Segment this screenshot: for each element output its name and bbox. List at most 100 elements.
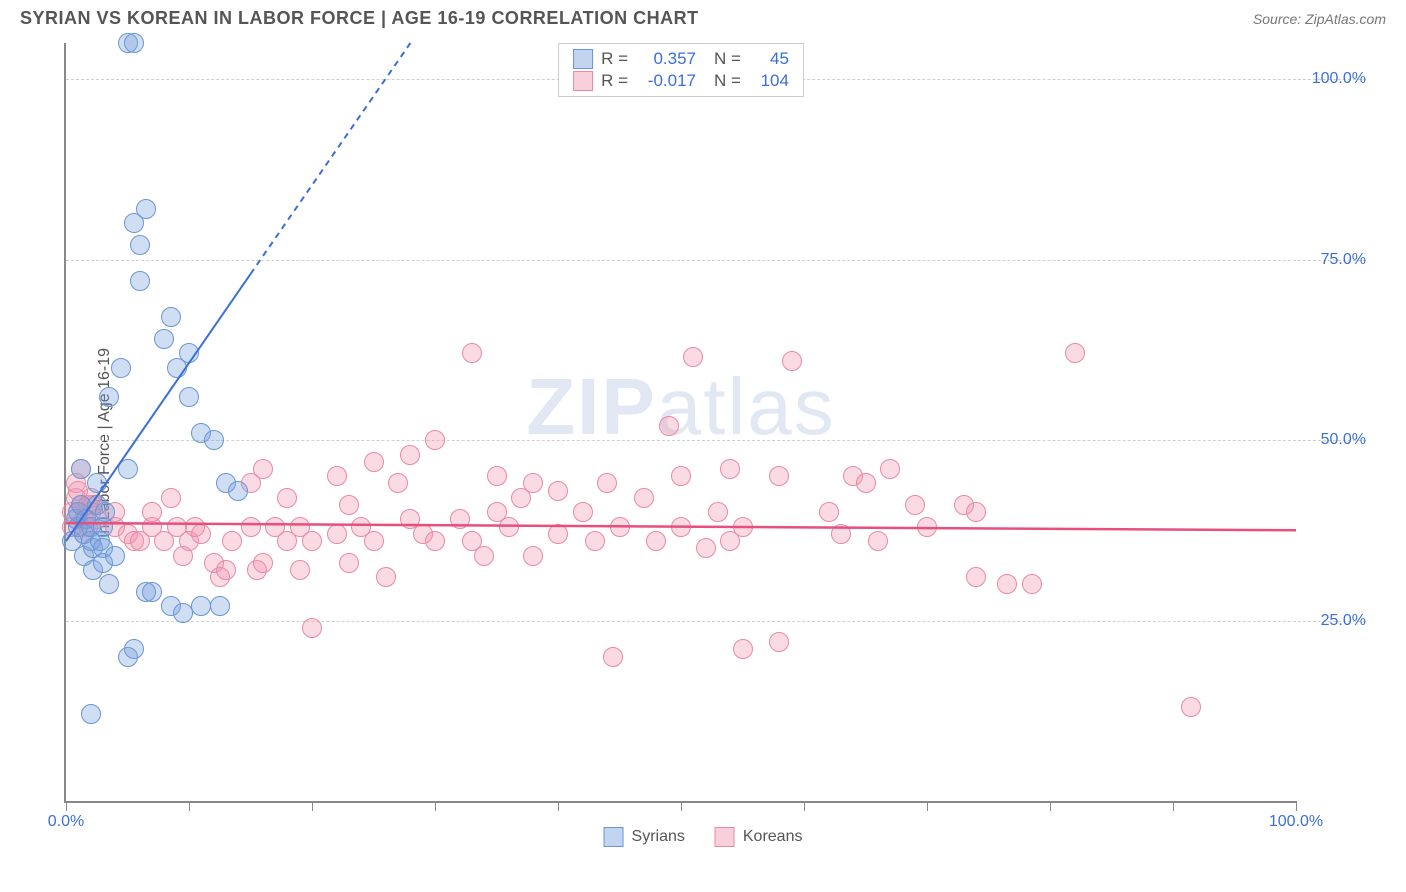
scatter-point-koreans bbox=[523, 473, 543, 493]
r-value: -0.017 bbox=[636, 71, 696, 91]
scatter-point-koreans bbox=[917, 517, 937, 537]
scatter-point-koreans bbox=[856, 473, 876, 493]
scatter-point-koreans bbox=[769, 466, 789, 486]
y-tick-label: 50.0% bbox=[1321, 431, 1366, 449]
scatter-point-koreans bbox=[1181, 697, 1201, 717]
chart-header: SYRIAN VS KOREAN IN LABOR FORCE | AGE 16… bbox=[0, 0, 1406, 33]
scatter-point-koreans bbox=[191, 524, 211, 544]
scatter-point-koreans bbox=[769, 632, 789, 652]
scatter-point-syrians bbox=[130, 235, 150, 255]
scatter-point-syrians bbox=[136, 199, 156, 219]
x-tick-label: 100.0% bbox=[1269, 813, 1323, 831]
scatter-point-koreans bbox=[161, 488, 181, 508]
r-label: R = bbox=[601, 49, 628, 69]
points-layer bbox=[66, 43, 1296, 801]
scatter-point-syrians bbox=[161, 307, 181, 327]
x-tick bbox=[1173, 801, 1174, 811]
scatter-point-koreans bbox=[831, 524, 851, 544]
scatter-point-syrians bbox=[154, 329, 174, 349]
n-label: N = bbox=[714, 49, 741, 69]
scatter-point-koreans bbox=[659, 416, 679, 436]
scatter-point-koreans bbox=[327, 466, 347, 486]
chart-source: Source: ZipAtlas.com bbox=[1253, 11, 1386, 27]
scatter-point-koreans bbox=[868, 531, 888, 551]
scatter-point-koreans bbox=[376, 567, 396, 587]
scatter-point-koreans bbox=[966, 567, 986, 587]
scatter-point-koreans bbox=[1022, 574, 1042, 594]
scatter-point-koreans bbox=[388, 473, 408, 493]
scatter-point-syrians bbox=[87, 473, 107, 493]
y-tick-label: 100.0% bbox=[1312, 70, 1366, 88]
scatter-point-koreans bbox=[819, 502, 839, 522]
scatter-point-koreans bbox=[364, 531, 384, 551]
scatter-point-koreans bbox=[339, 495, 359, 515]
scatter-point-koreans bbox=[671, 466, 691, 486]
legend-swatch bbox=[573, 71, 593, 91]
scatter-point-koreans bbox=[597, 473, 617, 493]
scatter-point-koreans bbox=[241, 517, 261, 537]
y-tick-label: 75.0% bbox=[1321, 251, 1366, 269]
scatter-point-koreans bbox=[253, 553, 273, 573]
scatter-point-syrians bbox=[124, 33, 144, 53]
scatter-point-syrians bbox=[228, 481, 248, 501]
x-tick bbox=[927, 801, 928, 811]
scatter-point-koreans bbox=[216, 560, 236, 580]
scatter-point-syrians bbox=[142, 582, 162, 602]
chart-area: In Labor Force | Age 16-19 ZIPatlas R =0… bbox=[20, 33, 1386, 853]
scatter-point-syrians bbox=[124, 639, 144, 659]
scatter-point-koreans bbox=[733, 517, 753, 537]
x-tick bbox=[66, 801, 67, 811]
scatter-point-koreans bbox=[573, 502, 593, 522]
scatter-point-koreans bbox=[696, 538, 716, 558]
correlation-row: R =0.357N =45 bbox=[573, 48, 789, 70]
scatter-point-koreans bbox=[880, 459, 900, 479]
legend-swatch bbox=[604, 827, 624, 847]
chart-title: SYRIAN VS KOREAN IN LABOR FORCE | AGE 16… bbox=[20, 8, 699, 29]
scatter-point-koreans bbox=[782, 351, 802, 371]
scatter-point-koreans bbox=[487, 466, 507, 486]
scatter-point-koreans bbox=[708, 502, 728, 522]
scatter-point-syrians bbox=[105, 546, 125, 566]
x-tick bbox=[681, 801, 682, 811]
scatter-point-koreans bbox=[646, 531, 666, 551]
scatter-point-koreans bbox=[327, 524, 347, 544]
scatter-point-koreans bbox=[966, 502, 986, 522]
scatter-point-koreans bbox=[733, 639, 753, 659]
scatter-point-syrians bbox=[179, 343, 199, 363]
scatter-point-syrians bbox=[210, 596, 230, 616]
scatter-point-koreans bbox=[634, 488, 654, 508]
scatter-point-koreans bbox=[610, 517, 630, 537]
n-value: 45 bbox=[749, 49, 789, 69]
scatter-point-koreans bbox=[302, 531, 322, 551]
scatter-point-syrians bbox=[111, 358, 131, 378]
scatter-point-koreans bbox=[1065, 343, 1085, 363]
scatter-point-koreans bbox=[499, 517, 519, 537]
scatter-point-koreans bbox=[523, 546, 543, 566]
series-legend: SyriansKoreans bbox=[604, 827, 803, 847]
r-label: R = bbox=[601, 71, 628, 91]
scatter-point-syrians bbox=[179, 387, 199, 407]
scatter-point-koreans bbox=[474, 546, 494, 566]
x-tick bbox=[189, 801, 190, 811]
scatter-point-koreans bbox=[905, 495, 925, 515]
scatter-point-koreans bbox=[425, 531, 445, 551]
scatter-point-koreans bbox=[290, 560, 310, 580]
scatter-point-koreans bbox=[548, 524, 568, 544]
scatter-point-koreans bbox=[277, 488, 297, 508]
scatter-point-syrians bbox=[130, 271, 150, 291]
x-tick bbox=[1050, 801, 1051, 811]
scatter-point-syrians bbox=[118, 459, 138, 479]
scatter-point-syrians bbox=[95, 502, 115, 522]
scatter-point-syrians bbox=[99, 387, 119, 407]
scatter-point-koreans bbox=[683, 347, 703, 367]
scatter-point-koreans bbox=[253, 459, 273, 479]
scatter-point-syrians bbox=[173, 603, 193, 623]
x-tick-label: 0.0% bbox=[48, 813, 84, 831]
n-value: 104 bbox=[749, 71, 789, 91]
correlation-row: R = -0.017 N = 104 bbox=[573, 70, 789, 92]
y-tick-label: 25.0% bbox=[1321, 612, 1366, 630]
legend-swatch bbox=[573, 49, 593, 69]
x-tick bbox=[312, 801, 313, 811]
n-label: N = bbox=[714, 71, 741, 91]
legend-label: Syrians bbox=[632, 828, 685, 846]
